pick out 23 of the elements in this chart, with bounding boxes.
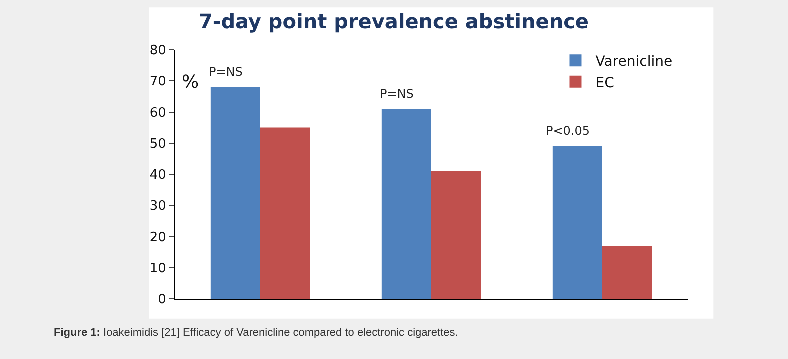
y-tick-label: 10 [150, 261, 166, 276]
y-tick-label: 80 [150, 44, 166, 59]
bar [260, 128, 310, 299]
y-tick-label: 50 [150, 136, 166, 152]
y-tick-label: 70 [150, 74, 166, 90]
y-tick-label: 0 [158, 292, 166, 308]
annotation: P=NS [380, 87, 414, 101]
y-axis-title: % [182, 72, 200, 93]
annotation: P<0.05 [546, 124, 590, 138]
bar [432, 171, 482, 299]
chart-title: 7-day point prevalence abstinence [199, 9, 589, 34]
y-tick-label: 60 [150, 106, 166, 121]
bar [210, 87, 260, 299]
y-tick-label: 20 [150, 230, 166, 246]
annotation: P=NS [209, 65, 243, 79]
caption: Figure 1: Ioakeimidis [21] Efficacy of Varenicline compared to electronic cigarettes. [54, 327, 458, 339]
legend-label: EC [596, 75, 615, 92]
y-tick-label: 40 [150, 168, 166, 184]
bar [552, 146, 602, 299]
bar [382, 109, 432, 299]
bar [602, 246, 652, 299]
y-tick-label: 30 [150, 199, 166, 214]
legend-label: Varenicline [596, 54, 673, 70]
